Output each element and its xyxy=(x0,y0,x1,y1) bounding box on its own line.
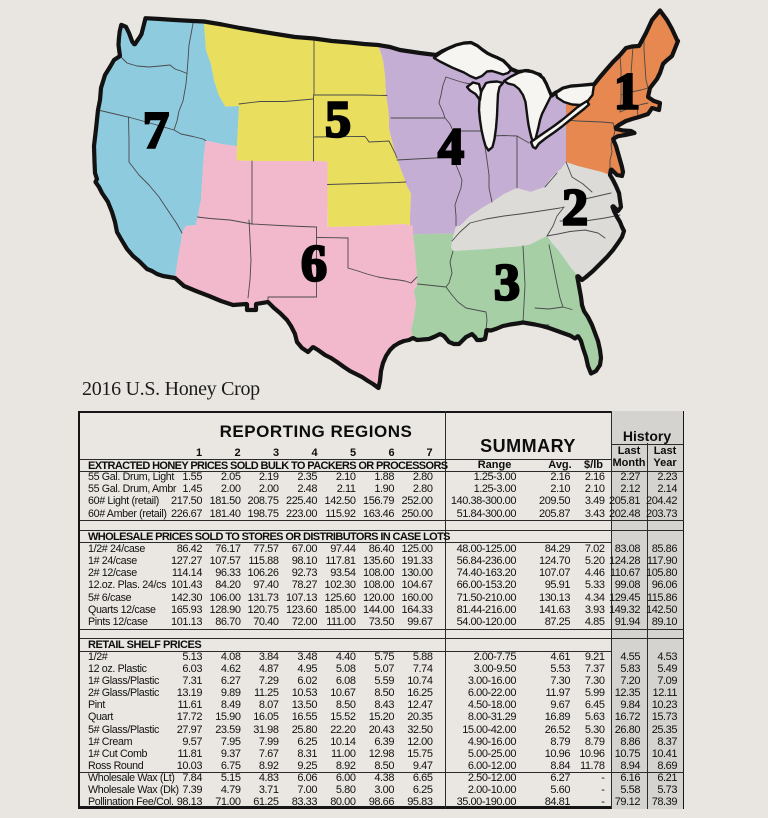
svg-text:3: 3 xyxy=(494,255,520,312)
svg-text:6: 6 xyxy=(301,236,327,293)
svg-text:1: 1 xyxy=(614,64,640,121)
svg-text:2: 2 xyxy=(562,180,588,237)
svg-text:5: 5 xyxy=(325,92,351,149)
svg-text:7: 7 xyxy=(143,103,169,160)
svg-text:4: 4 xyxy=(438,119,464,176)
